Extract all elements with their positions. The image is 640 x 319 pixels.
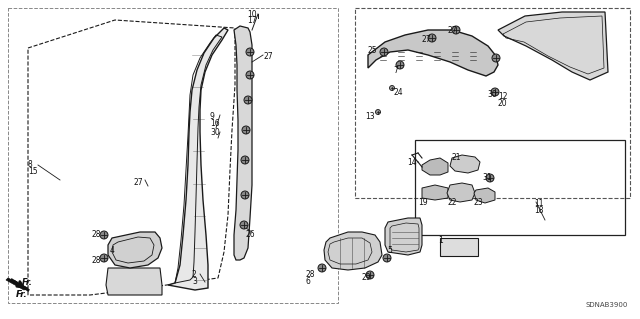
Text: 21: 21 — [452, 153, 461, 162]
Text: 11: 11 — [534, 199, 543, 208]
Polygon shape — [447, 183, 475, 202]
Bar — [8, 8, 338, 303]
Bar — [440, 238, 478, 256]
Polygon shape — [450, 155, 480, 173]
Circle shape — [396, 61, 404, 69]
Polygon shape — [498, 12, 608, 80]
Circle shape — [491, 88, 499, 96]
Text: Fr.: Fr. — [16, 290, 28, 299]
Text: 6: 6 — [305, 277, 310, 286]
Text: 4: 4 — [110, 246, 115, 255]
Circle shape — [100, 254, 108, 262]
Text: 23: 23 — [474, 198, 484, 207]
Text: 19: 19 — [418, 198, 428, 207]
Polygon shape — [6, 278, 28, 290]
Polygon shape — [324, 232, 382, 270]
Circle shape — [486, 174, 494, 182]
Bar — [355, 8, 630, 198]
Text: SDNAB3900: SDNAB3900 — [586, 302, 628, 308]
Circle shape — [246, 48, 254, 56]
Bar — [415, 140, 625, 235]
Text: 18: 18 — [534, 206, 543, 215]
Text: 27: 27 — [264, 52, 274, 61]
Text: 31: 31 — [482, 173, 492, 182]
Text: 5: 5 — [387, 246, 392, 255]
Text: 14: 14 — [407, 158, 417, 167]
Polygon shape — [368, 30, 498, 76]
Text: 24: 24 — [393, 88, 403, 97]
Text: 20: 20 — [498, 99, 508, 108]
Circle shape — [380, 48, 388, 56]
Circle shape — [240, 221, 248, 229]
Circle shape — [390, 85, 394, 91]
Text: 25: 25 — [368, 46, 378, 55]
Polygon shape — [385, 218, 422, 255]
Polygon shape — [234, 26, 252, 260]
Circle shape — [366, 271, 374, 279]
Text: 29: 29 — [362, 273, 372, 282]
Polygon shape — [108, 232, 162, 268]
Text: 16: 16 — [210, 119, 220, 128]
Text: 3: 3 — [192, 277, 197, 286]
Polygon shape — [422, 185, 448, 200]
Text: 12: 12 — [498, 92, 508, 101]
Circle shape — [428, 34, 436, 42]
Circle shape — [242, 126, 250, 134]
Text: 10: 10 — [247, 10, 257, 19]
Text: 15: 15 — [28, 167, 38, 176]
Text: 28: 28 — [92, 256, 102, 265]
Circle shape — [241, 191, 249, 199]
Circle shape — [241, 156, 249, 164]
Circle shape — [100, 231, 108, 239]
Text: 7: 7 — [393, 66, 398, 75]
Text: Fr.: Fr. — [22, 278, 33, 287]
Text: 1: 1 — [438, 236, 443, 245]
Text: 30: 30 — [487, 90, 497, 99]
Text: 28: 28 — [305, 270, 314, 279]
Circle shape — [452, 26, 460, 34]
Text: 22: 22 — [447, 198, 456, 207]
Circle shape — [376, 109, 381, 115]
Polygon shape — [106, 268, 162, 295]
Text: 30: 30 — [210, 128, 220, 137]
Text: 27: 27 — [133, 178, 143, 187]
Text: 27: 27 — [422, 35, 431, 44]
Text: 13: 13 — [365, 112, 374, 121]
Text: 2: 2 — [192, 270, 196, 279]
Circle shape — [318, 264, 326, 272]
Text: 27: 27 — [447, 26, 456, 35]
Circle shape — [383, 254, 391, 262]
Polygon shape — [422, 158, 448, 175]
Circle shape — [246, 71, 254, 79]
Text: 8: 8 — [28, 160, 33, 169]
Text: 17: 17 — [247, 16, 257, 25]
Text: 28: 28 — [92, 230, 102, 239]
Text: 26: 26 — [246, 230, 255, 239]
Circle shape — [492, 54, 500, 62]
Text: 9: 9 — [210, 112, 215, 121]
Circle shape — [244, 96, 252, 104]
Polygon shape — [168, 28, 228, 290]
Polygon shape — [474, 188, 495, 203]
